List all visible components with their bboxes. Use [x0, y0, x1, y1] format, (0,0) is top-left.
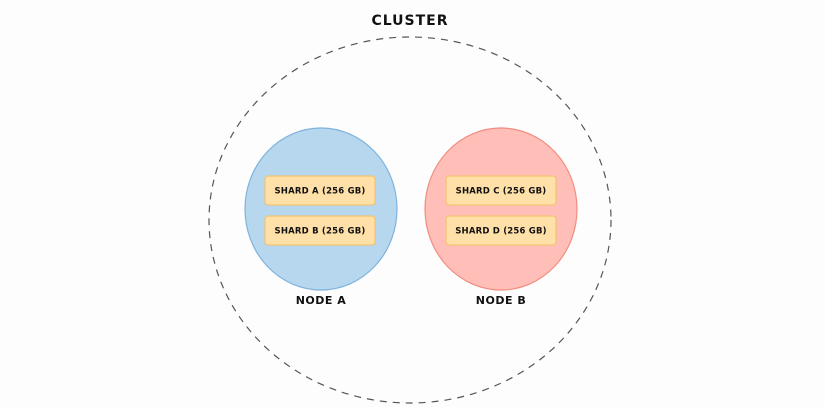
- shard-b-label: SHARD B (256 GB): [275, 227, 366, 237]
- node-b-label: NODE B: [476, 294, 526, 307]
- node-b-circle: [424, 127, 578, 291]
- shard-d-label: SHARD D (256 GB): [455, 227, 547, 237]
- shard-b-rect: [264, 215, 376, 246]
- shard-a-rect: [264, 175, 376, 206]
- shard-c-rect: [445, 175, 557, 206]
- shard-b-box: SHARD B (256 GB): [264, 215, 376, 246]
- shard-d-rect: [445, 215, 557, 246]
- shard-a-label: SHARD A (256 GB): [274, 187, 365, 197]
- cluster-boundary: [208, 36, 612, 404]
- node-a: SHARD A (256 GB) SHARD B (256 GB) NODE A: [244, 127, 398, 307]
- shard-a-box: SHARD A (256 GB): [264, 175, 376, 206]
- node-b: SHARD C (256 GB) SHARD D (256 GB) NODE B: [424, 127, 578, 307]
- cluster-title: CLUSTER: [371, 13, 448, 29]
- shard-c-label: SHARD C (256 GB): [456, 187, 547, 197]
- node-a-circle: [244, 127, 398, 291]
- shard-d-box: SHARD D (256 GB): [445, 215, 557, 246]
- shard-c-box: SHARD C (256 GB): [445, 175, 557, 206]
- node-a-label: NODE A: [296, 294, 347, 307]
